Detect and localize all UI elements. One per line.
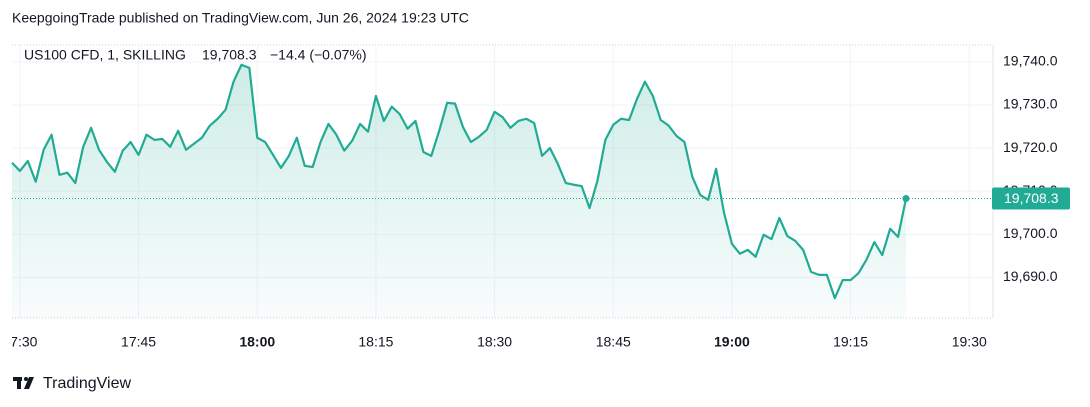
x-tick-label: 18:30 [477,334,512,350]
legend-price: 19,708.3 [202,47,257,63]
x-tick-label: 19:00 [714,334,750,350]
y-tick-label: 19,740.0 [1003,53,1058,69]
last-point [902,195,910,203]
x-tick-label: 18:00 [239,334,275,350]
x-tick-label: 19:30 [952,334,987,350]
price-label: 19,708.3 [1004,190,1059,206]
area [12,64,906,318]
x-tick-label: 17:30 [2,334,37,350]
legend-symbol: US100 CFD, 1, SKILLING [24,47,186,63]
line [11,63,908,300]
logo-shape [24,377,34,389]
footer-brand: TradingView [43,375,131,392]
legend: US100 CFD, 1, SKILLING 19,708.3 −14.4 (−… [24,47,367,63]
price-label-box [992,187,1070,210]
y-tick-label: 19,700.0 [1003,225,1058,241]
plot [11,63,993,318]
legend-change: −14.4 (−0.07%) [270,47,367,63]
logo-shape [24,377,28,381]
x-tick-label: 17:45 [121,334,156,350]
y-tick-label: 19,730.0 [1003,96,1058,112]
x-tick-label: 19:15 [833,334,868,350]
logo: TradingView [13,375,131,392]
x-tick-label: 18:45 [596,334,631,350]
y-tick-label: 19,690.0 [1003,268,1058,284]
logo-shape [17,377,21,389]
x-axis: 17:30 17:45 18:00 18:15 18:30 18:45 19:00 19:15… [2,334,987,350]
header: KeepgoingTrade published on TradingView.… [12,10,469,26]
x-tick-label: 18:15 [358,334,393,350]
y-tick-label: 19,720.0 [1003,139,1058,155]
y-axis: 19,690.019,700.019,710.019,720.019,730.0… [992,53,1070,284]
